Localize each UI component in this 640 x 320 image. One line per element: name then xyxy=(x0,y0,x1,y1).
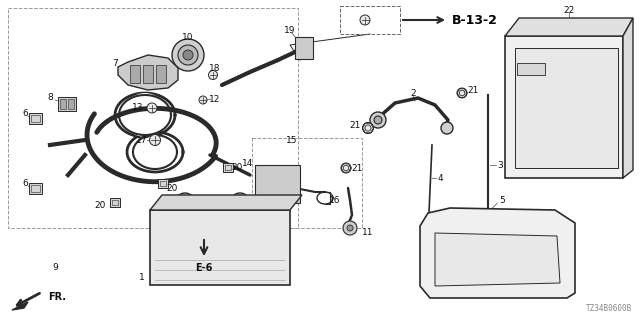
Text: TZ34B0600B: TZ34B0600B xyxy=(586,304,632,313)
Circle shape xyxy=(488,274,493,278)
Circle shape xyxy=(258,173,268,183)
Polygon shape xyxy=(435,233,560,286)
Polygon shape xyxy=(515,48,618,168)
Text: 12: 12 xyxy=(209,94,221,103)
Bar xyxy=(29,182,42,194)
Text: 6: 6 xyxy=(22,179,28,188)
Text: 20: 20 xyxy=(94,201,106,210)
Bar xyxy=(112,199,118,204)
Bar xyxy=(130,65,140,83)
Bar xyxy=(31,185,40,191)
Text: 10: 10 xyxy=(182,33,194,42)
Bar xyxy=(252,138,362,228)
Circle shape xyxy=(235,198,245,208)
Bar xyxy=(340,6,400,34)
Text: 5: 5 xyxy=(500,196,506,204)
Circle shape xyxy=(441,122,453,134)
Circle shape xyxy=(264,186,276,198)
Text: 21: 21 xyxy=(467,85,479,94)
Circle shape xyxy=(347,225,353,231)
Bar xyxy=(110,197,120,206)
Circle shape xyxy=(374,116,382,124)
Text: FR.: FR. xyxy=(48,292,66,302)
Circle shape xyxy=(209,70,218,79)
Circle shape xyxy=(472,245,477,251)
Polygon shape xyxy=(505,36,623,178)
Text: 2: 2 xyxy=(410,89,416,98)
Circle shape xyxy=(362,123,374,133)
Text: 4: 4 xyxy=(437,173,443,182)
Text: 20: 20 xyxy=(231,163,243,172)
Text: 7: 7 xyxy=(112,59,118,68)
Text: 15: 15 xyxy=(286,135,298,145)
Circle shape xyxy=(343,221,357,235)
Circle shape xyxy=(269,173,279,183)
Text: 8: 8 xyxy=(47,92,53,101)
Bar xyxy=(58,97,76,111)
Polygon shape xyxy=(12,302,28,310)
Circle shape xyxy=(483,258,488,262)
Text: 21: 21 xyxy=(349,121,361,130)
Bar xyxy=(255,165,300,203)
Bar xyxy=(158,179,168,188)
Circle shape xyxy=(341,163,351,173)
Circle shape xyxy=(568,106,572,110)
Circle shape xyxy=(280,173,290,183)
Bar xyxy=(31,115,40,122)
Text: 19: 19 xyxy=(284,26,296,35)
Text: 13: 13 xyxy=(132,102,144,111)
Polygon shape xyxy=(118,55,178,90)
Circle shape xyxy=(172,39,204,71)
Bar xyxy=(143,65,153,83)
Text: 20: 20 xyxy=(166,183,178,193)
Polygon shape xyxy=(505,18,633,36)
Bar xyxy=(517,63,545,75)
Bar xyxy=(8,8,298,228)
Circle shape xyxy=(370,112,386,128)
Polygon shape xyxy=(150,195,302,210)
Circle shape xyxy=(458,251,463,255)
Text: 18: 18 xyxy=(209,63,221,73)
Circle shape xyxy=(180,198,190,208)
Circle shape xyxy=(583,106,587,110)
Circle shape xyxy=(199,228,209,238)
Bar xyxy=(156,65,166,83)
Text: E-6: E-6 xyxy=(195,263,212,273)
Circle shape xyxy=(175,193,195,213)
Bar xyxy=(68,99,74,109)
Bar xyxy=(225,164,231,170)
Text: 17: 17 xyxy=(136,135,148,145)
Circle shape xyxy=(123,93,167,137)
Circle shape xyxy=(360,15,370,25)
Circle shape xyxy=(199,96,207,104)
Bar xyxy=(29,113,42,124)
Polygon shape xyxy=(623,18,633,178)
Circle shape xyxy=(183,50,193,60)
Circle shape xyxy=(178,45,198,65)
Polygon shape xyxy=(420,208,575,298)
Circle shape xyxy=(150,134,161,146)
Text: 1: 1 xyxy=(140,273,145,282)
Circle shape xyxy=(497,266,502,270)
Text: 9: 9 xyxy=(52,263,58,273)
Circle shape xyxy=(457,88,467,98)
Bar xyxy=(223,163,233,172)
Text: B-13-2: B-13-2 xyxy=(452,13,498,27)
Text: 14: 14 xyxy=(243,158,253,167)
Text: 21: 21 xyxy=(351,164,363,172)
Text: 22: 22 xyxy=(563,5,575,14)
Circle shape xyxy=(297,41,311,55)
Circle shape xyxy=(147,103,157,113)
Circle shape xyxy=(139,136,171,168)
Circle shape xyxy=(230,193,250,213)
Bar xyxy=(60,99,66,109)
Text: 3: 3 xyxy=(497,161,503,170)
Bar xyxy=(160,180,166,186)
Bar xyxy=(150,210,290,285)
Text: 6: 6 xyxy=(22,108,28,117)
Bar xyxy=(295,37,313,59)
Text: 16: 16 xyxy=(329,196,340,204)
Text: 11: 11 xyxy=(362,228,374,236)
